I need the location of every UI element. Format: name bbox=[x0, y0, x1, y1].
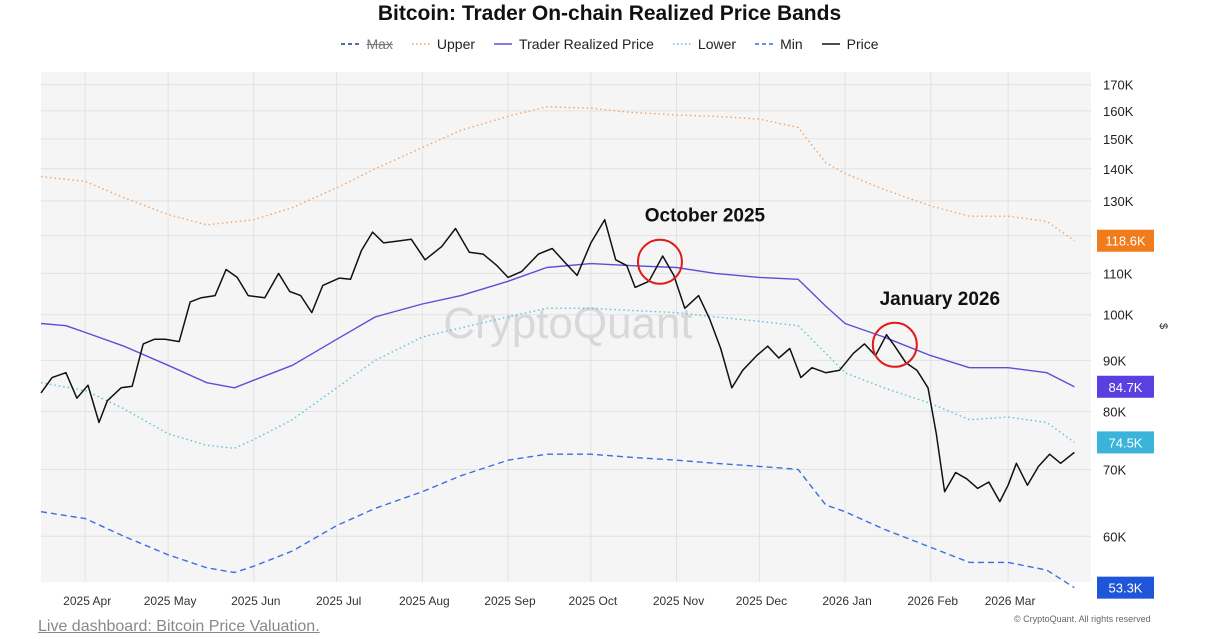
chart-title: Bitcoin: Trader On-chain Realized Price … bbox=[377, 2, 842, 25]
x-tick-label: 2026 Feb bbox=[907, 594, 958, 608]
legend-swatch bbox=[821, 43, 840, 45]
end-label-badge-trader-realized-price bbox=[1097, 375, 1154, 398]
y-axis-label: $ bbox=[1157, 323, 1169, 329]
legend-label: Upper bbox=[436, 36, 476, 52]
legend-swatch bbox=[411, 43, 430, 45]
legend-swatch bbox=[755, 43, 774, 45]
y-tick-label: 130K bbox=[1103, 194, 1134, 209]
annotation-label: January 2026 bbox=[880, 289, 1000, 310]
y-tick-label: 100K bbox=[1103, 308, 1134, 323]
legend-swatch bbox=[494, 43, 513, 45]
x-tick-label: 2025 Sep bbox=[484, 594, 536, 608]
x-tick-label: 2025 May bbox=[144, 594, 197, 608]
y-tick-label: 170K bbox=[1103, 78, 1134, 93]
legend-item-min[interactable]: Min bbox=[754, 36, 803, 52]
end-label-min: 53.3K bbox=[1109, 581, 1143, 596]
legend: Max Upper Trader Realized Price Lower Min Pri… bbox=[0, 36, 1219, 52]
series-line-price bbox=[40, 218, 1075, 503]
legend-label: Price bbox=[846, 36, 879, 52]
legend-label: Trader Realized Price bbox=[519, 36, 654, 52]
x-tick-label: 2025 Dec bbox=[736, 594, 787, 608]
legend-label: Max bbox=[366, 36, 393, 52]
y-tick-label: 70K bbox=[1103, 462, 1126, 477]
series-line-min bbox=[40, 453, 1075, 589]
x-tick-label: 2025 Nov bbox=[653, 594, 704, 608]
copyright-text: © CryptoQuant. All rights reserved bbox=[1014, 614, 1151, 624]
x-tick-label: 2025 Apr bbox=[63, 594, 111, 608]
legend-item-price[interactable]: Price bbox=[821, 36, 879, 52]
end-label-badge-upper bbox=[1097, 229, 1154, 252]
legend-label: Min bbox=[780, 36, 803, 52]
annotation-label: October 2025 bbox=[645, 206, 766, 227]
legend-item-lower[interactable]: Lower bbox=[672, 36, 736, 52]
watermark: CryptoQuant bbox=[443, 299, 692, 348]
annotation-circle bbox=[636, 238, 683, 285]
plot-background bbox=[41, 72, 1091, 582]
x-tick-label: 2025 Oct bbox=[569, 594, 618, 608]
y-tick-label: 80K bbox=[1103, 405, 1126, 420]
y-tick-label: 160K bbox=[1103, 104, 1134, 119]
legend-swatch bbox=[672, 43, 691, 45]
chart-plot: 60K70K80K90K100K110K120K130K140K150K160K… bbox=[40, 72, 1169, 608]
y-tick-label: 60K bbox=[1103, 529, 1126, 544]
end-label-badge-lower bbox=[1097, 431, 1154, 454]
legend-swatch bbox=[341, 43, 360, 45]
series-line-upper bbox=[40, 106, 1075, 242]
y-tick-label: 140K bbox=[1103, 162, 1134, 177]
y-tick-label: 110K bbox=[1103, 266, 1133, 281]
y-tick-label: 150K bbox=[1103, 132, 1134, 147]
legend-label: Lower bbox=[697, 36, 737, 52]
x-tick-label: 2025 Jun bbox=[231, 594, 280, 608]
x-tick-label: 2025 Jul bbox=[316, 594, 361, 608]
end-label-trader-realized-price: 84.7K bbox=[1109, 380, 1143, 395]
legend-item-trader-realized-price[interactable]: Trader Realized Price bbox=[493, 36, 654, 52]
legend-item-upper[interactable]: Upper bbox=[411, 36, 475, 52]
annotation-circle bbox=[871, 321, 918, 368]
series-line-trader-realized-price bbox=[40, 262, 1075, 389]
x-tick-label: 2026 Mar bbox=[985, 594, 1036, 608]
end-label-lower: 74.5K bbox=[1109, 435, 1143, 450]
y-tick-label: 90K bbox=[1103, 353, 1126, 368]
end-label-badge-min bbox=[1097, 576, 1154, 599]
dashboard-link[interactable]: Live dashboard: Bitcoin Price Valuation. bbox=[38, 618, 320, 635]
x-tick-label: 2025 Aug bbox=[399, 594, 450, 608]
legend-item-max[interactable]: Max bbox=[340, 36, 393, 52]
end-label-upper: 118.6K bbox=[1105, 234, 1146, 249]
x-tick-label: 2026 Jan bbox=[822, 594, 871, 608]
